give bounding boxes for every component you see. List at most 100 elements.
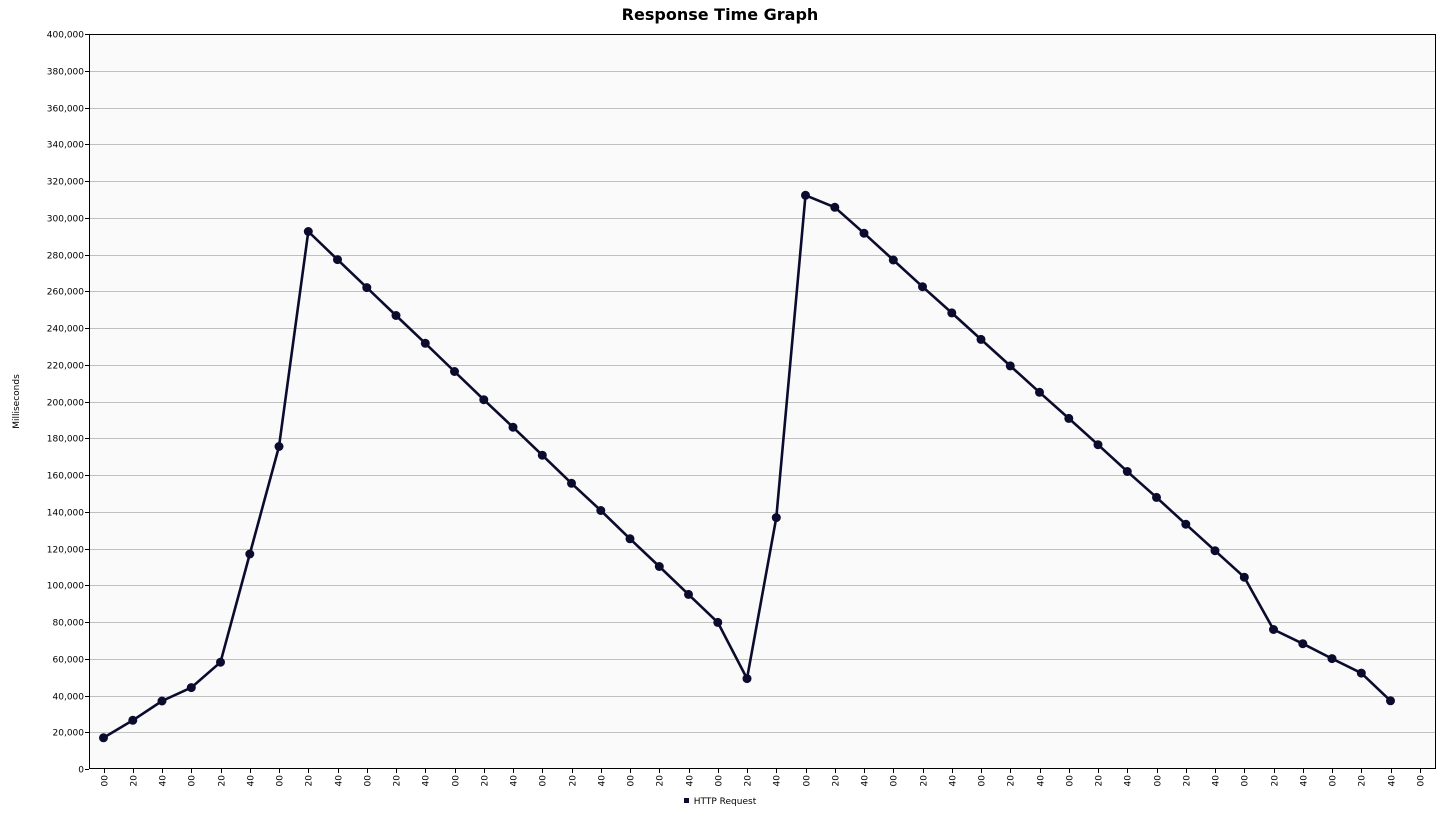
x-tick-label: 20	[1183, 775, 1193, 787]
data-point	[654, 562, 664, 571]
legend: HTTP Request	[0, 797, 1440, 807]
data-point	[1122, 467, 1132, 476]
data-point	[99, 733, 108, 743]
y-tick-label: 260,000	[47, 288, 84, 298]
data-point	[333, 255, 342, 265]
y-axis-title: Milliseconds	[12, 374, 22, 429]
data-point	[1356, 668, 1366, 678]
x-tick-label: 00	[715, 775, 725, 787]
x-tick-label: 40	[1300, 775, 1310, 787]
data-point	[274, 442, 284, 451]
x-tick-label: 40	[949, 775, 959, 787]
data-point	[1035, 387, 1044, 397]
y-tick-label: 340,000	[47, 141, 84, 151]
data-point	[1327, 654, 1337, 664]
legend-swatch	[683, 798, 689, 803]
x-axis: 00 20 40 00 20 40 00 20 40 00 20 40 00 20 40 00 20 40 00 20…	[101, 769, 1427, 786]
data-point	[362, 283, 372, 293]
x-tick-label: 40	[1124, 775, 1134, 787]
data-point	[1152, 492, 1161, 502]
x-tick-label: 00	[188, 775, 198, 787]
x-tick-label: 00	[803, 775, 813, 787]
plot-area	[89, 34, 1436, 769]
data-point	[186, 683, 196, 693]
y-tick-label: 380,000	[47, 68, 84, 78]
x-tick-label: 40	[1388, 775, 1398, 787]
y-tick-label: 120,000	[47, 546, 84, 556]
data-point	[888, 255, 898, 265]
data-point	[1239, 572, 1249, 582]
x-tick-label: 00	[452, 775, 462, 787]
y-tick-label: 100,000	[47, 582, 84, 592]
series-points	[99, 190, 1395, 743]
x-tick-label: 40	[1212, 775, 1222, 787]
x-tick-label: 20	[481, 775, 491, 787]
y-tick-label: 400,000	[47, 31, 84, 41]
x-tick-label: 00	[1154, 775, 1164, 787]
x-tick-label: 40	[598, 775, 608, 787]
data-point	[1210, 546, 1220, 556]
y-tick-label: 320,000	[47, 178, 84, 188]
x-tick-label: 20	[832, 775, 842, 787]
data-point	[1093, 440, 1103, 450]
y-tick-label: 0	[78, 766, 84, 776]
x-tick-label: 20	[130, 775, 140, 787]
data-point	[216, 657, 225, 667]
x-tick-label: 20	[569, 775, 579, 787]
data-point	[508, 422, 518, 432]
data-point	[450, 367, 459, 376]
y-tick-label: 360,000	[47, 105, 84, 115]
x-tick-label: 40	[510, 775, 520, 787]
x-tick-label: 00	[364, 775, 374, 787]
data-point	[537, 450, 547, 460]
chart-title: Response Time Graph	[621, 5, 819, 24]
data-point	[801, 190, 810, 200]
x-tick-label: 40	[335, 775, 345, 787]
data-point	[567, 478, 576, 488]
data-point	[596, 506, 606, 515]
x-tick-label: 00	[627, 775, 637, 787]
x-tick-label: 40	[159, 775, 169, 787]
y-tick-label: 240,000	[47, 325, 84, 335]
data-point	[713, 617, 723, 627]
x-tick-label: 20	[305, 775, 315, 787]
x-tick-label: 20	[920, 775, 930, 787]
data-point	[1386, 696, 1395, 706]
x-tick-label: 40	[1037, 775, 1047, 787]
data-point	[391, 311, 401, 320]
x-tick-label: 20	[744, 775, 754, 787]
data-point	[1064, 413, 1074, 423]
y-tick-label: 300,000	[47, 215, 84, 225]
y-tick-label: 180,000	[47, 435, 84, 445]
x-tick-label: 00	[1329, 775, 1339, 787]
x-tick-label: 00	[978, 775, 988, 787]
data-point	[830, 202, 840, 212]
data-point	[947, 308, 957, 318]
y-tick-label: 40,000	[53, 693, 85, 703]
x-tick-label: 40	[422, 775, 432, 787]
data-point	[625, 534, 635, 544]
x-tick-label: 40	[861, 775, 871, 787]
x-tick-label: 40	[686, 775, 696, 787]
x-tick-label: 20	[1358, 775, 1368, 787]
y-tick-label: 220,000	[47, 362, 84, 372]
y-tick-label: 80,000	[53, 619, 85, 629]
x-tick-label: 40	[773, 775, 783, 787]
x-tick-label: 00	[1417, 775, 1427, 787]
x-tick-label: 20	[393, 775, 403, 787]
y-axis: 0 20,000 40,000 60,000 80,000 100,000 120,000 1…	[47, 31, 89, 776]
y-tick-label: 20,000	[53, 729, 85, 739]
y-tick-label: 200,000	[47, 399, 84, 409]
y-tick-label: 140,000	[47, 509, 84, 519]
data-point	[303, 227, 313, 236]
data-point	[1181, 519, 1191, 529]
data-point	[157, 696, 167, 706]
x-tick-label: 20	[1271, 775, 1281, 787]
x-tick-label: 00	[890, 775, 900, 787]
data-point	[479, 395, 489, 405]
y-tick-label: 160,000	[47, 472, 84, 482]
x-tick-label: 00	[1066, 775, 1076, 787]
data-point	[742, 674, 752, 684]
plot-border	[89, 34, 1436, 769]
